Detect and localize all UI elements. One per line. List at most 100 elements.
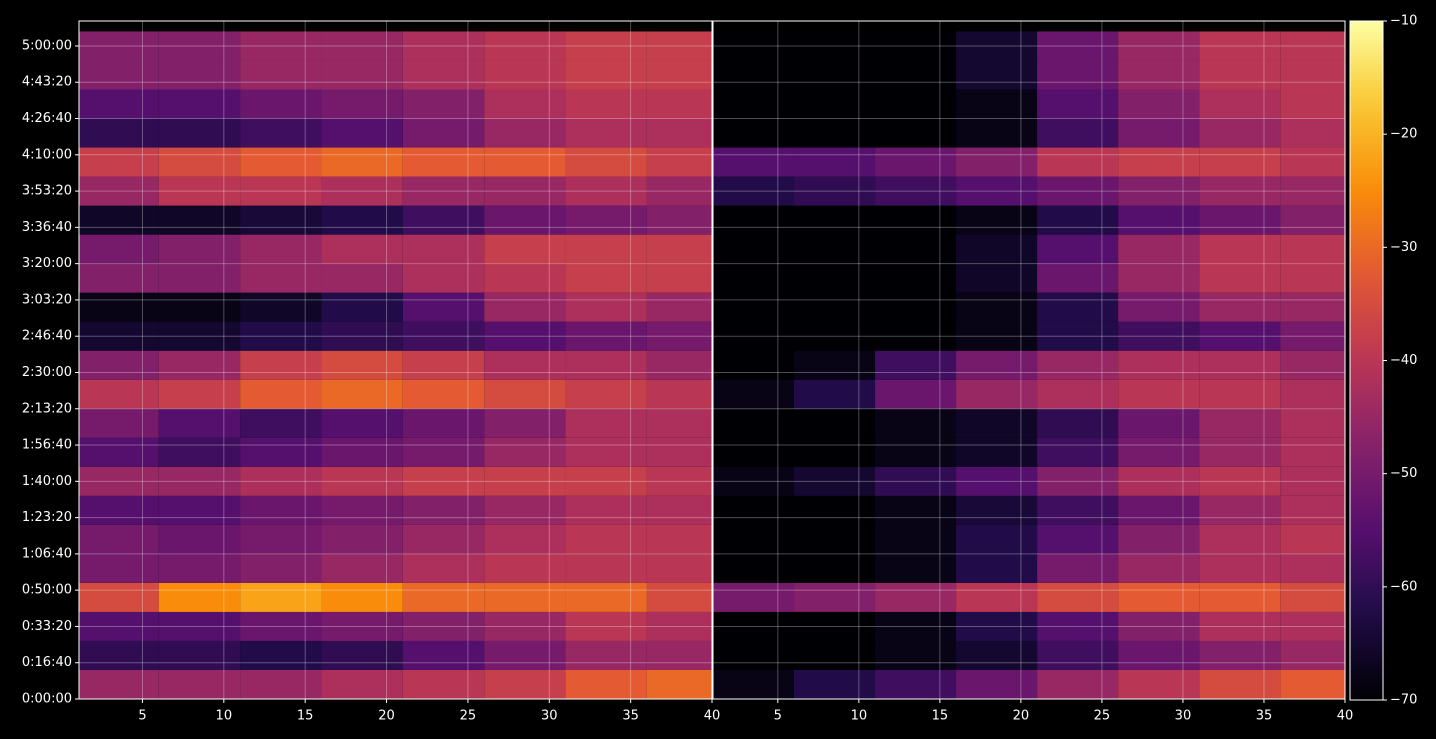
heatmap-cell [956, 582, 1038, 612]
heatmap-cell [158, 31, 241, 61]
heatmap-cell [646, 669, 712, 699]
heatmap-cell [875, 466, 957, 496]
heatmap-cell [956, 379, 1038, 409]
y-tick-label: 1:23:20 [22, 510, 72, 525]
heatmap-cell [402, 321, 485, 351]
heatmap-cell [484, 640, 566, 670]
heatmap-cell [402, 176, 485, 206]
heatmap-cell [158, 611, 241, 641]
heatmap-cell [646, 234, 712, 264]
heatmap-cell [1037, 321, 1119, 351]
heatmap-cell [956, 611, 1038, 641]
x-tick-label: 30 [541, 709, 558, 724]
heatmap-cell [875, 379, 957, 409]
heatmap-cell [79, 611, 159, 641]
heatmap-cell [646, 263, 712, 293]
heatmap-cell [646, 582, 712, 612]
heatmap-cell [321, 640, 403, 670]
heatmap-cell [1280, 31, 1345, 61]
heatmap-cell [240, 379, 322, 409]
colorbar-tick-label: −60 [1390, 579, 1417, 594]
heatmap-cell [713, 408, 795, 438]
heatmap-cell [484, 321, 566, 351]
heatmap-cell [646, 495, 712, 525]
heatmap-cell [1118, 234, 1200, 264]
heatmap-cell [794, 495, 876, 525]
heatmap-cell [321, 350, 403, 380]
y-tick-label: 0:00:00 [22, 692, 72, 707]
heatmap-cell [956, 408, 1038, 438]
heatmap-cell [565, 669, 647, 699]
heatmap-cell [1280, 234, 1345, 264]
heatmap-cell [240, 466, 322, 496]
heatmap-cell [713, 495, 795, 525]
heatmap-cell [794, 524, 876, 554]
heatmap-cell [402, 234, 485, 264]
heatmap-cell [713, 582, 795, 612]
heatmap-cell [158, 553, 241, 583]
heatmap-cell [794, 292, 876, 322]
heatmap-cell [321, 582, 403, 612]
y-tick-label: 0:50:00 [22, 583, 72, 598]
heatmap-cell [1199, 524, 1281, 554]
heatmap-cell [1199, 350, 1281, 380]
heatmap-cell [794, 31, 876, 61]
heatmap-cell [402, 553, 485, 583]
heatmap-cell [484, 31, 566, 61]
heatmap-cell [565, 118, 647, 148]
heatmap-cell [321, 263, 403, 293]
heatmap-cell [484, 176, 566, 206]
heatmap-cell [158, 437, 241, 467]
heatmap-cell [158, 466, 241, 496]
heatmap-cell [321, 31, 403, 61]
heatmap-cell [875, 350, 957, 380]
y-tick-label: 0:33:20 [22, 619, 72, 634]
heatmap-cell [875, 582, 957, 612]
heatmap-cell [402, 379, 485, 409]
heatmap-cell [565, 408, 647, 438]
heatmap-cell [794, 321, 876, 351]
heatmap-cell [321, 524, 403, 554]
heatmap-cell [79, 60, 159, 90]
heatmap-cell [158, 640, 241, 670]
heatmap-cell [875, 31, 957, 61]
heatmap-cell [1199, 437, 1281, 467]
heatmap-cell [713, 205, 795, 235]
heatmap-cell [240, 408, 322, 438]
x-tick-label: 15 [297, 709, 314, 724]
heatmap-cell [1118, 408, 1200, 438]
heatmap-cell [956, 89, 1038, 119]
heatmap-cell [875, 147, 957, 177]
heatmap-cell [875, 205, 957, 235]
heatmap-cell [565, 466, 647, 496]
heatmap-cell [1118, 669, 1200, 699]
heatmap-cell [158, 408, 241, 438]
heatmap-cell [875, 292, 957, 322]
heatmap-cell [1199, 669, 1281, 699]
heatmap-cell [875, 60, 957, 90]
heatmap-cell [1199, 89, 1281, 119]
heatmap-cell [565, 205, 647, 235]
heatmap-cell [1037, 31, 1119, 61]
heatmap-cell [956, 263, 1038, 293]
heatmap-cell [646, 176, 712, 206]
heatmap-cell [321, 60, 403, 90]
heatmap-cell [240, 437, 322, 467]
heatmap-cell [402, 466, 485, 496]
heatmap-cell [565, 176, 647, 206]
heatmap-cell [1280, 321, 1345, 351]
heatmap-cell [1199, 466, 1281, 496]
heatmap-cell [79, 437, 159, 467]
heatmap-cell [565, 437, 647, 467]
heatmap-cell [1199, 31, 1281, 61]
heatmap-cell [240, 205, 322, 235]
heatmap-cell [1037, 437, 1119, 467]
heatmap-cell [158, 350, 241, 380]
heatmap-cell [1037, 582, 1119, 612]
heatmap-cell [402, 640, 485, 670]
heatmap-cell [402, 263, 485, 293]
heatmap-cell [240, 321, 322, 351]
heatmap-cell [565, 263, 647, 293]
heatmap-cell [565, 640, 647, 670]
heatmap-cell [646, 292, 712, 322]
